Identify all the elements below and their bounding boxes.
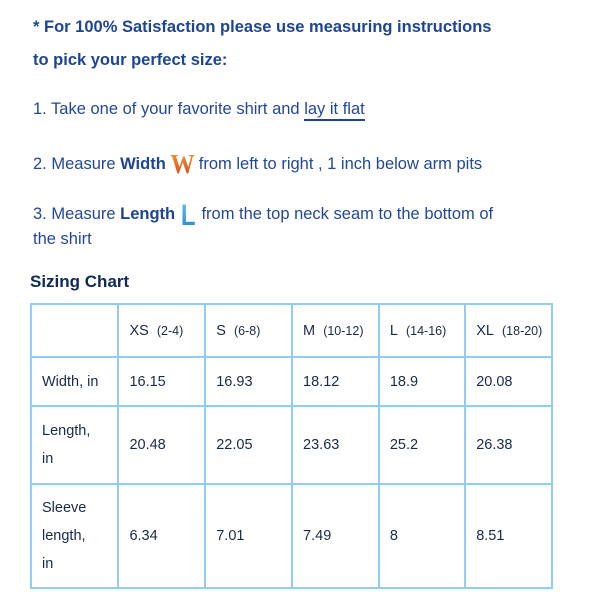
- row-label-cell: Sleeve length, in: [29, 483, 120, 589]
- step-1-text: 1. Take one of your favorite shirt and: [33, 100, 305, 118]
- intro-line-2: to pick your perfect size:: [33, 51, 228, 69]
- size-label: S: [216, 322, 226, 339]
- row-label-line: Width, in: [42, 373, 99, 390]
- step-2-prefix: 2. Measure: [33, 155, 121, 173]
- row-label-line: in: [42, 451, 54, 467]
- table-row: Sleeve length, in 6.34 7.01 7.49 8 8.51: [29, 483, 553, 589]
- value-cell: 16.93: [204, 356, 294, 407]
- size-label: L: [389, 322, 398, 339]
- step-1: 1. Take one of your favorite shirt and l…: [33, 100, 365, 121]
- row-label-line: in: [42, 556, 54, 572]
- value-cell: 23.63: [291, 405, 380, 485]
- value-cell: 8.51: [464, 483, 553, 589]
- size-range: (6-8): [233, 323, 261, 338]
- size-label: XL: [476, 322, 494, 339]
- step-2-bold: Width: [120, 155, 166, 173]
- step-3-bold: Length: [120, 205, 176, 223]
- value-cell: 8: [377, 483, 467, 589]
- size-range: (10-12): [323, 323, 364, 338]
- header-cell: S (6-8): [204, 303, 294, 358]
- value-cell: 6.34: [117, 483, 207, 589]
- header-cell: XS (2-4): [117, 303, 207, 358]
- orange-w-letter-icon: W: [170, 149, 195, 179]
- value-cell: 18.12: [291, 356, 380, 407]
- size-range: (18-20): [502, 323, 543, 338]
- table-header-row: XS (2-4) S (6-8) M (10-12) L (14-16) XL (18-…: [29, 303, 553, 358]
- intro-line-1: * For 100% Satisfaction please use measu…: [33, 18, 492, 36]
- table-row: Width, in 16.15 16.93 18.12 18.9 20.08: [29, 356, 553, 407]
- step-3-continued: the shirt: [33, 230, 92, 248]
- step-2-suffix: from left to right , 1 inch below arm pi…: [198, 155, 483, 173]
- size-label: XS: [129, 322, 149, 339]
- value-cell: 26.38: [464, 405, 553, 485]
- value-cell: 20.08: [464, 356, 553, 407]
- header-empty-cell: [29, 303, 120, 358]
- value-cell: 22.05: [204, 405, 294, 485]
- blue-l-letter-icon: L: [180, 199, 196, 232]
- row-label-cell: Width, in: [29, 356, 120, 407]
- value-cell: 7.01: [204, 483, 294, 589]
- row-label-line: length,: [42, 528, 86, 544]
- size-label: M: [303, 322, 316, 339]
- table-row: Length, in 20.48 22.05 23.63 25.2 26.38: [29, 405, 553, 485]
- sizing-chart-title: Sizing Chart: [30, 272, 130, 291]
- row-label-line: Sleeve: [42, 500, 87, 516]
- lay-it-flat-link[interactable]: lay it flat: [304, 100, 365, 121]
- size-range: (14-16): [405, 323, 447, 338]
- row-label-line: Length,: [42, 423, 91, 439]
- value-cell: 25.2: [377, 405, 467, 485]
- row-label-cell: Length, in: [29, 405, 120, 485]
- value-cell: 7.49: [291, 483, 380, 589]
- value-cell: 18.9: [377, 356, 467, 407]
- step-3-suffix: from the top neck seam to the bottom of: [201, 205, 494, 223]
- size-range: (2-4): [156, 323, 184, 338]
- header-cell: L (14-16): [377, 303, 467, 358]
- value-cell: 16.15: [117, 356, 207, 407]
- header-cell: XL (18-20): [464, 303, 553, 358]
- header-cell: M (10-12): [291, 303, 380, 358]
- step-3-prefix: 3. Measure: [33, 205, 121, 223]
- sizing-chart-table: XS (2-4) S (6-8) M (10-12) L (14-16) XL (18-…: [29, 303, 553, 589]
- value-cell: 20.48: [117, 405, 207, 485]
